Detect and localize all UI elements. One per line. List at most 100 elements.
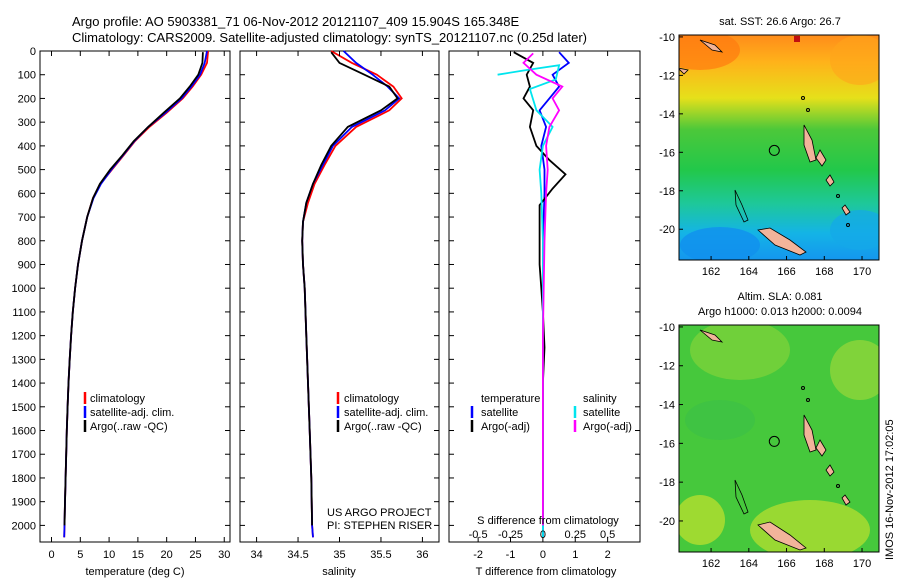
legend-label: Argo(..raw -QC) — [344, 421, 422, 433]
depth-tick-label: 1100 — [12, 307, 36, 319]
s-diff-tick-label: -0.25 — [498, 529, 523, 541]
vanuatu-island — [815, 149, 827, 167]
islet — [836, 484, 840, 488]
map-x-tick-label: 168 — [815, 558, 833, 570]
map-x-tick-label: 168 — [815, 266, 833, 278]
legend-label: Argo(-adj) — [481, 421, 530, 433]
sst-map-xticks: 162 164 166 168 170 — [702, 256, 871, 278]
s-diff-tick-label: 0 — [540, 529, 546, 541]
x-tick-label: 20 — [161, 549, 173, 561]
title-line-1: Argo profile: AO 5903381_71 06-Nov-2012 … — [72, 14, 520, 29]
x-tick-label: -1 — [506, 549, 516, 561]
depth-tick-label: 400 — [18, 141, 36, 153]
title-line-2: Climatology: CARS2009. Satellite-adjuste… — [72, 30, 587, 45]
depth-tick-label: 200 — [18, 93, 36, 105]
vanuatu-island — [815, 439, 827, 457]
salinity-legend: climatology satellite-adj. clim. Argo(..… — [336, 392, 428, 433]
x-tick-label: 35.5 — [370, 549, 391, 561]
temperature-xlabel: temperature (deg C) — [85, 566, 184, 578]
map-x-tick-label: 164 — [740, 558, 758, 570]
map-y-tick-label: -12 — [659, 70, 675, 82]
x-tick-label: 1 — [572, 549, 578, 561]
depth-tick-label: 100 — [18, 70, 36, 82]
vanuatu-island — [803, 414, 817, 453]
sst-hot-cell — [794, 36, 800, 42]
islet — [836, 194, 840, 198]
sla-patch — [830, 340, 879, 400]
depth-tick-label: 700 — [18, 212, 36, 224]
x-tick-label: 5 — [77, 549, 83, 561]
sst-map — [679, 35, 879, 260]
x-tick-label: 0 — [48, 549, 54, 561]
depth-tick-label: 1800 — [12, 473, 36, 485]
map-y-tick-label: -18 — [659, 477, 675, 489]
x-tick-label: 30 — [218, 549, 230, 561]
map-x-tick-label: 170 — [853, 558, 871, 570]
islet — [801, 96, 805, 100]
s-diff-tick-label: 0.25 — [565, 529, 586, 541]
map-y-tick-label: -12 — [659, 361, 675, 373]
x-tick-label: 34 — [250, 549, 262, 561]
sst-warm-patch — [679, 35, 740, 70]
islet — [846, 223, 850, 227]
depth-tick-label: 300 — [18, 117, 36, 129]
islet — [801, 386, 805, 390]
series-line-argo-raw-qc — [63, 52, 204, 526]
series-line-salinity-argo-adj — [522, 52, 564, 526]
sla-map — [679, 325, 879, 552]
s-diff-tick-label: 0.5 — [600, 529, 615, 541]
x-tick-label: -2 — [473, 549, 483, 561]
difference-xlabel-top: S difference from climatology — [477, 515, 619, 527]
legend-label: climatology — [90, 393, 146, 405]
depth-tick-label: 2000 — [12, 520, 36, 532]
solomon-island — [699, 39, 724, 53]
sst-warm-patch — [830, 35, 879, 85]
solomon-island — [679, 67, 689, 75]
x-tick-label: 34.5 — [287, 549, 308, 561]
depth-tick-label: 1600 — [12, 426, 36, 438]
temperature-series — [63, 50, 209, 538]
depth-tick-label: 800 — [18, 236, 36, 248]
difference-legend: temperature salinity satellite Argo(-adj… — [470, 393, 632, 433]
legend-label: satellite-adj. clim. — [90, 407, 174, 419]
legend-label: satellite-adj. clim. — [344, 407, 428, 419]
legend-header-salinity: salinity — [583, 393, 617, 405]
depth-tick-label: 1700 — [12, 449, 36, 461]
sla-patch — [685, 400, 755, 440]
temperature-legend: climatology satellite-adj. clim. Argo(..… — [83, 392, 174, 433]
depth-tick-label: 500 — [18, 165, 36, 177]
legend-label: satellite — [481, 407, 518, 419]
x-tick-label: 15 — [132, 549, 144, 561]
legend-header-temperature: temperature — [481, 393, 540, 405]
map-y-tick-label: -18 — [659, 186, 675, 198]
sla-patch — [690, 325, 790, 380]
vanuatu-island — [841, 494, 851, 506]
reef-outline — [734, 479, 749, 515]
sst-map-title: sat. SST: 26.6 Argo: 26.7 — [719, 16, 841, 28]
salinity-series — [301, 50, 403, 538]
vanuatu-island — [803, 124, 817, 163]
sla-map-xticks: 162 164 166 168 170 — [702, 548, 871, 570]
map-x-tick-label: 162 — [702, 266, 720, 278]
map-y-tick-label: -14 — [659, 400, 675, 412]
vanuatu-island — [825, 174, 835, 187]
sst-map-yticks: -10 -12 -14 -16 -18 -20 — [659, 32, 683, 236]
x-tick-label: 0 — [540, 549, 546, 561]
new-caledonia-land — [757, 227, 807, 256]
sla-map-subtitle: Argo h1000: 0.013 h2000: 0.0094 — [698, 306, 862, 318]
vanuatu-island — [825, 464, 835, 477]
depth-tick-label: 900 — [18, 259, 36, 271]
sla-patch — [679, 495, 725, 545]
vanuatu-island — [841, 204, 851, 216]
sla-map-yticks: -10 -12 -14 -16 -18 -20 — [659, 322, 683, 528]
legend-label: Argo(-adj) — [583, 421, 632, 433]
depth-tick-label: 0 — [30, 46, 36, 58]
new-caledonia-land — [757, 521, 807, 551]
islet — [806, 108, 810, 112]
difference-xticks: -2 -1 0 1 2 — [449, 50, 640, 561]
depth-tick-label: 1400 — [12, 378, 36, 390]
x-tick-label: 2 — [605, 549, 611, 561]
s-diff-tick-label: -0.5 — [469, 529, 488, 541]
legend-label: climatology — [344, 393, 400, 405]
salinity-xlabel: salinity — [322, 566, 356, 578]
